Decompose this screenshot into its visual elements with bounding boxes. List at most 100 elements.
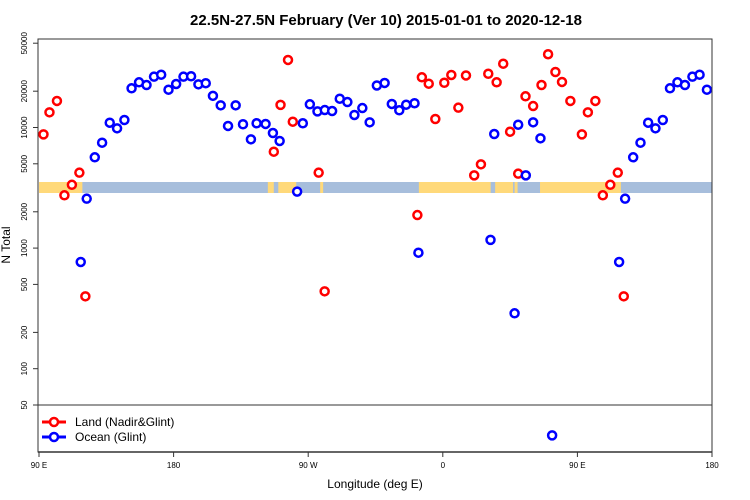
y-tick-label: 5000	[20, 154, 29, 172]
land-point	[430, 113, 441, 125]
y-axis: 50000 20000 10000 5000 2000 1000 500 200 100 50	[20, 32, 38, 409]
ocean-point	[527, 117, 539, 128]
y-tick-label: 200	[20, 325, 29, 339]
x-tick-label: 180	[705, 461, 719, 470]
ocean-point	[394, 105, 405, 116]
land-point	[550, 66, 561, 78]
land-point	[287, 116, 299, 127]
land-point	[618, 291, 630, 302]
ocean-point	[245, 134, 257, 145]
land-point	[527, 100, 539, 112]
x-tick-label: 90 W	[299, 461, 318, 470]
land-point	[275, 99, 286, 111]
ocean-point	[96, 137, 108, 148]
ocean-point	[141, 79, 152, 91]
legend-ocean-marker	[48, 431, 60, 443]
land-point	[59, 190, 70, 201]
y-tick-label: 1000	[20, 239, 29, 257]
ocean-point	[400, 99, 412, 110]
ocean-point	[364, 117, 375, 128]
land-point	[520, 91, 531, 102]
ocean-point	[89, 152, 101, 163]
ocean-point	[413, 247, 424, 258]
legend-item-land: Land (Nadir&Glint)	[42, 415, 174, 429]
land-point	[268, 146, 280, 157]
land-segment	[514, 182, 518, 193]
ocean-point	[230, 100, 241, 111]
ocean-point	[650, 123, 661, 134]
land-point	[612, 167, 624, 178]
ocean-point	[509, 308, 520, 319]
land-point	[582, 107, 594, 118]
ocean-point	[619, 193, 631, 204]
x-tick-label: 180	[167, 461, 181, 470]
legend-ocean-label: Ocean (Glint)	[75, 430, 146, 444]
ocean-point	[81, 193, 92, 204]
land-point	[590, 95, 601, 107]
land-point	[282, 54, 294, 66]
ocean-point	[386, 98, 398, 110]
land-segment	[320, 182, 324, 193]
y-axis-label: N Total	[0, 226, 13, 263]
ocean-point	[126, 83, 137, 94]
land-segment	[267, 182, 274, 193]
land-point	[416, 72, 428, 83]
ocean-point	[635, 137, 646, 148]
x-axis-label: Longitude (deg E)	[327, 477, 422, 491]
ocean-point	[342, 96, 353, 108]
ocean-point	[291, 186, 303, 197]
land-point	[597, 190, 609, 201]
ocean-point	[267, 127, 279, 139]
ocean-point	[512, 119, 524, 130]
land-point	[439, 77, 450, 88]
land-point	[423, 78, 434, 89]
ocean-point	[701, 84, 713, 95]
ocean-point	[155, 69, 167, 80]
land-point	[453, 102, 464, 113]
land-point	[468, 170, 480, 181]
land-point	[556, 76, 568, 88]
ocean-point	[75, 256, 86, 268]
ocean-point	[104, 117, 115, 128]
land-point	[605, 179, 616, 191]
ocean-point	[326, 105, 338, 117]
ocean-point	[200, 77, 212, 89]
land-point	[475, 159, 487, 170]
y-tick-label: 50	[20, 400, 29, 409]
land-point	[51, 95, 63, 107]
land-point	[313, 167, 324, 178]
land-point	[542, 48, 554, 60]
y-tick-label: 20000	[20, 80, 29, 103]
ocean-strip	[39, 182, 712, 193]
ocean-point	[111, 123, 123, 134]
ocean-point	[260, 118, 271, 130]
ocean-point	[379, 77, 390, 89]
x-tick-label: 90 E	[31, 461, 47, 470]
y-tick-label: 10000	[20, 116, 29, 139]
land-point	[565, 95, 576, 107]
ocean-point	[546, 430, 558, 441]
land-point	[80, 291, 91, 302]
legend: Land (Nadir&Glint) Ocean (Glint)	[42, 415, 174, 444]
ocean-point	[488, 128, 500, 140]
ocean-point	[694, 69, 705, 80]
ocean-point	[297, 118, 309, 129]
ocean-point	[251, 118, 262, 129]
chart-title: 22.5N-27.5N February (Ver 10) 2015-01-01…	[190, 12, 582, 29]
x-tick-label: 90 E	[569, 461, 585, 470]
land-point	[504, 126, 516, 137]
ocean-point	[222, 120, 234, 132]
ocean-point	[535, 133, 546, 144]
y-tick-label: 2000	[20, 202, 29, 220]
land-point	[412, 209, 423, 221]
ocean-point	[627, 152, 639, 163]
land-point	[576, 129, 588, 140]
ocean-point	[304, 99, 316, 110]
land-segment	[495, 182, 514, 193]
land-point	[460, 70, 472, 81]
y-tick-label: 100	[20, 361, 29, 375]
ocean-point	[657, 114, 669, 126]
land-point	[446, 69, 457, 81]
ocean-point	[520, 170, 532, 181]
ocean-point	[679, 79, 691, 91]
